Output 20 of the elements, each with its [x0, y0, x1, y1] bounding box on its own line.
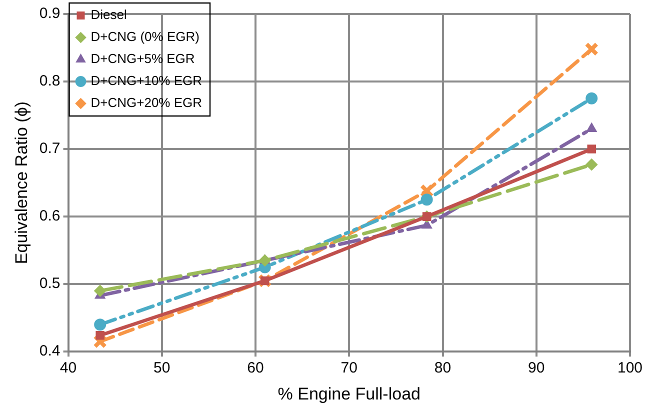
- y-tick-label: 0.6: [39, 208, 60, 225]
- x-tick-label: 50: [154, 360, 170, 377]
- x-tick-label: 70: [340, 360, 358, 377]
- y-tick-label: 0.5: [39, 275, 60, 292]
- y-axis-title: Equivalence Ratio (ϕ): [12, 101, 31, 264]
- y-tick-label: 0.8: [39, 72, 60, 90]
- legend-label: D+CNG (0% EGR): [90, 29, 200, 44]
- x-tick-label: 80: [434, 360, 452, 377]
- y-tick-label: 0.4: [39, 342, 60, 360]
- x-tick-label: 90: [528, 360, 545, 377]
- y-tick-label: 0.9: [39, 5, 60, 22]
- x-tick-label: 100: [617, 360, 643, 377]
- x-axis-title: % Engine Full-load: [278, 384, 420, 404]
- x-tick-label: 60: [247, 360, 264, 377]
- legend-label: D+CNG+10% EGR: [90, 73, 202, 88]
- y-tick-label: 0.7: [39, 140, 60, 158]
- legend-label: D+CNG+20% EGR: [90, 95, 202, 110]
- legend-label: Diesel: [90, 7, 127, 22]
- legend-label: D+CNG+5% EGR: [90, 51, 195, 66]
- x-tick-label: 40: [60, 360, 77, 377]
